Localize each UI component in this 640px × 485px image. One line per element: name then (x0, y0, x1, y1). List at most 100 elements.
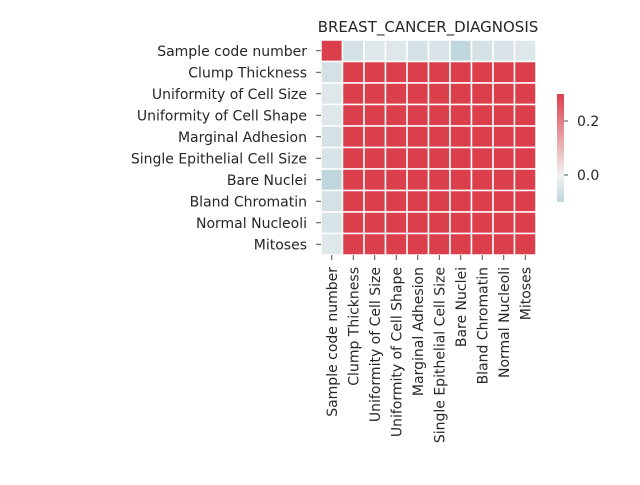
heatmap-cell (406, 211, 430, 235)
heatmap-cell (341, 146, 365, 170)
heatmap-cell (427, 168, 451, 192)
heatmap-cell (449, 103, 473, 127)
heatmap-cell (513, 232, 537, 256)
heatmap-cell (449, 211, 473, 235)
row-tick-label: Clump Thickness (188, 65, 307, 81)
heatmap-cell (492, 168, 516, 192)
heatmap-cell (449, 39, 473, 63)
column-tick-label: Mitoses (518, 267, 534, 320)
heatmap-cell (406, 82, 430, 106)
heatmap-cell (406, 168, 430, 192)
heatmap-cell (406, 189, 430, 213)
row-tick-label: Single Epithelial Cell Size (131, 151, 307, 167)
heatmap-cell (492, 189, 516, 213)
heatmap-cell (341, 103, 365, 127)
heatmap-cell (320, 39, 344, 63)
row-tick-label: Marginal Adhesion (178, 130, 307, 146)
heatmap-cell (406, 60, 430, 84)
heatmap-cell (406, 103, 430, 127)
heatmap-cell (384, 125, 408, 149)
heatmap-cell (470, 146, 494, 170)
heatmap-cell (470, 103, 494, 127)
heatmap-cell (449, 125, 473, 149)
row-tick-label: Bare Nuclei (227, 173, 307, 189)
heatmap-cell (406, 125, 430, 149)
heatmap-cell (427, 125, 451, 149)
heatmap-cell (363, 146, 387, 170)
heatmap-cell (513, 39, 537, 63)
heatmap-cell (513, 103, 537, 127)
colorbar: 0.0 0.2 (557, 94, 599, 202)
heatmap-cell (384, 168, 408, 192)
heatmap-cell (384, 103, 408, 127)
heatmap-cell (513, 125, 537, 149)
row-tick-label: Uniformity of Cell Shape (137, 108, 307, 124)
heatmap-cell (513, 82, 537, 106)
heatmap-cell (363, 39, 387, 63)
column-tick-label: Bland Chromatin (475, 267, 491, 384)
colorbar-tick-label: 0.0 (577, 168, 599, 184)
heatmap-cell (320, 146, 344, 170)
heatmap-cell (449, 232, 473, 256)
heatmap-cell (449, 168, 473, 192)
heatmap-cell (363, 232, 387, 256)
heatmap-cell (427, 232, 451, 256)
chart-title: BREAST_CANCER_DIAGNOSIS (318, 18, 539, 37)
heatmap-cell (384, 39, 408, 63)
heatmap-cell (492, 211, 516, 235)
heatmap-cell (470, 168, 494, 192)
heatmap-cell (513, 146, 537, 170)
column-tick-label: Single Epithelial Cell Size (432, 267, 448, 443)
heatmap-cell (492, 146, 516, 170)
heatmap-cell (363, 168, 387, 192)
heatmap-cell (427, 211, 451, 235)
column-tick-label: Uniformity of Cell Size (368, 267, 384, 422)
heatmap-cell (492, 232, 516, 256)
heatmap-cell (341, 211, 365, 235)
heatmap-cell (427, 103, 451, 127)
row-tick-label: Sample code number (157, 44, 307, 60)
heatmap-cell (470, 60, 494, 84)
heatmap-cell (384, 211, 408, 235)
heatmap-cell (513, 60, 537, 84)
column-tick-label: Sample code number (325, 267, 341, 417)
heatmap-cell (427, 189, 451, 213)
column-tick-label: Bare Nuclei (454, 267, 470, 347)
row-tick-label: Mitoses (254, 237, 307, 253)
heatmap-cells (320, 39, 537, 256)
heatmap-cell (341, 60, 365, 84)
heatmap-cell (449, 82, 473, 106)
heatmap-cell (406, 146, 430, 170)
heatmap-cell (492, 39, 516, 63)
heatmap-cell (470, 211, 494, 235)
heatmap-cell (320, 60, 344, 84)
heatmap-cell (406, 232, 430, 256)
column-tick-label: Normal Nucleoli (497, 267, 513, 378)
heatmap-cell (363, 189, 387, 213)
heatmap-cell (427, 146, 451, 170)
heatmap-cell (384, 189, 408, 213)
heatmap-cell (320, 168, 344, 192)
heatmap-cell (427, 82, 451, 106)
row-tick-label: Bland Chromatin (190, 194, 307, 210)
heatmap-cell (406, 39, 430, 63)
heatmap-cell (341, 39, 365, 63)
heatmap-cell (341, 168, 365, 192)
heatmap-cell (449, 60, 473, 84)
heatmap-cell (449, 146, 473, 170)
heatmap-cell (492, 82, 516, 106)
heatmap-cell (363, 103, 387, 127)
heatmap-cell (513, 211, 537, 235)
heatmap-cell (320, 189, 344, 213)
row-labels: Sample code number Clump Thickness Uniform… (131, 44, 321, 253)
heatmap-cell (427, 39, 451, 63)
column-labels: Sample code number Clump Thickness Uniform… (325, 255, 534, 443)
heatmap-cell (384, 232, 408, 256)
colorbar-tick-label: 0.2 (577, 114, 599, 130)
row-tick-label: Normal Nucleoli (196, 216, 307, 232)
heatmap-cell (341, 189, 365, 213)
heatmap-cell (513, 168, 537, 192)
heatmap-cell (470, 125, 494, 149)
